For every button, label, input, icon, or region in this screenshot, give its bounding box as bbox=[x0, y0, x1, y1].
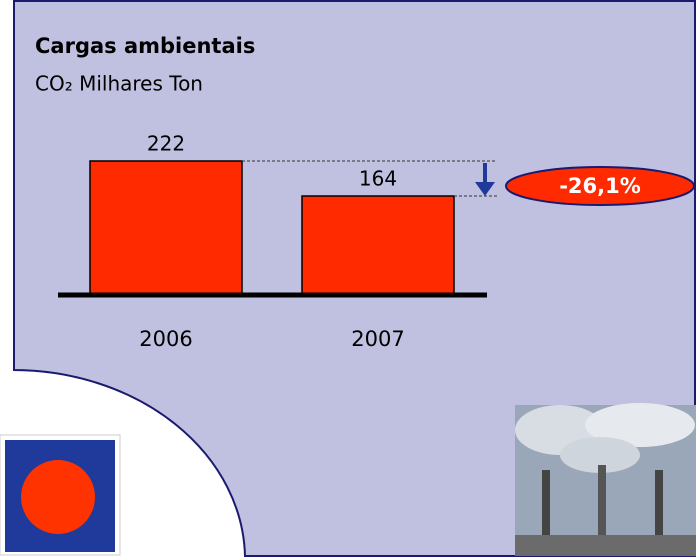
logo bbox=[0, 435, 120, 555]
x-tick-label: 2007 bbox=[351, 327, 404, 351]
bar bbox=[302, 196, 454, 295]
chart-subtitle: CO₂ Milhares Ton bbox=[35, 72, 203, 96]
bar bbox=[90, 161, 242, 295]
x-tick-label: 2006 bbox=[139, 327, 192, 351]
slide: Cargas ambientais CO₂ Milhares Ton -26,1… bbox=[0, 0, 696, 557]
chart-title: Cargas ambientais bbox=[35, 34, 255, 58]
value-label: 222 bbox=[147, 132, 185, 156]
annotation: -26,1% bbox=[559, 174, 641, 198]
value-label: 164 bbox=[359, 167, 397, 191]
photo bbox=[515, 403, 696, 556]
